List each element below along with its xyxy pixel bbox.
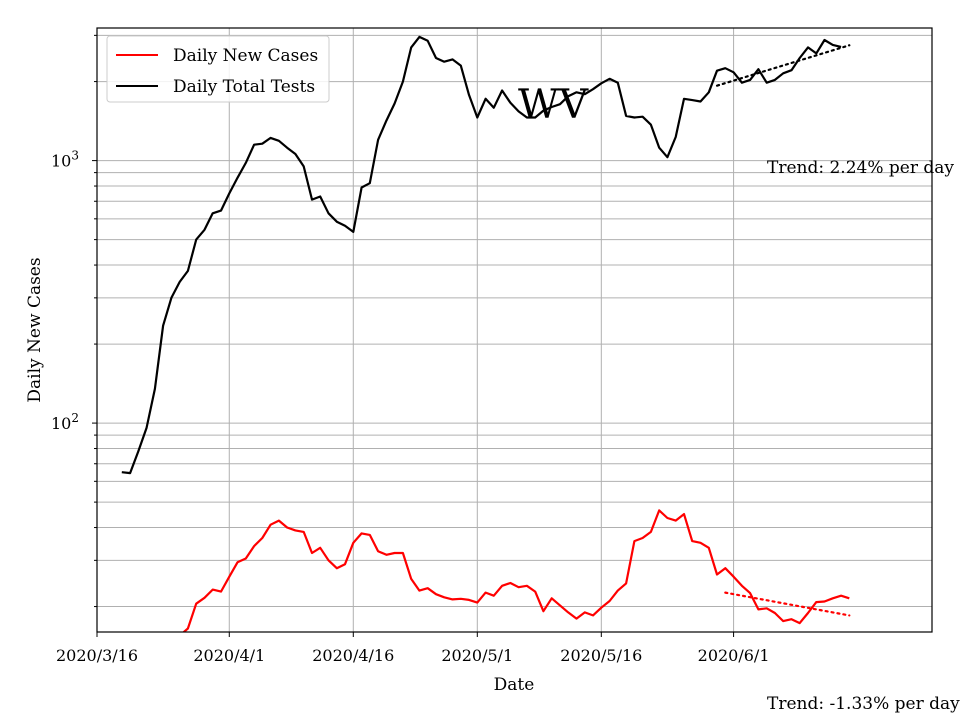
series-line-0 [182,509,850,632]
legend-label-cases: Daily New Cases [173,46,318,66]
legend: Daily New Cases Daily Total Tests [106,35,330,103]
axes: 2020/3/16 2020/4/1 2020/4/16 2020/5/1 2020/5… [51,27,933,665]
x-tick-label: 2020/5/16 [560,646,642,665]
trendlines [715,44,851,617]
x-axis-label: Date [494,675,535,695]
y-tick-label: 102 [51,411,79,433]
series-lines [121,35,850,632]
plot-frame [96,27,933,633]
y-axis-label: Daily New Cases [25,257,45,402]
x-tick-label: 2020/4/16 [312,646,394,665]
y-tick-label: 103 [51,149,79,171]
legend-box [106,35,330,103]
trend-annotation-cases: Trend: -1.33% per day [767,694,960,714]
trendline-0 [724,591,851,617]
x-tick-label: 2020/3/16 [56,646,138,665]
x-tick-label: 2020/5/1 [441,646,513,665]
x-tick-label: 2020/4/1 [193,646,265,665]
series-line-1 [121,35,842,475]
trendline-1 [715,44,851,87]
grid [96,28,932,632]
trend-annotation-tests: Trend: 2.24% per day [767,158,954,178]
state-label: WV [518,82,589,128]
x-tick-label: 2020/6/1 [698,646,770,665]
legend-label-tests: Daily Total Tests [173,77,315,97]
